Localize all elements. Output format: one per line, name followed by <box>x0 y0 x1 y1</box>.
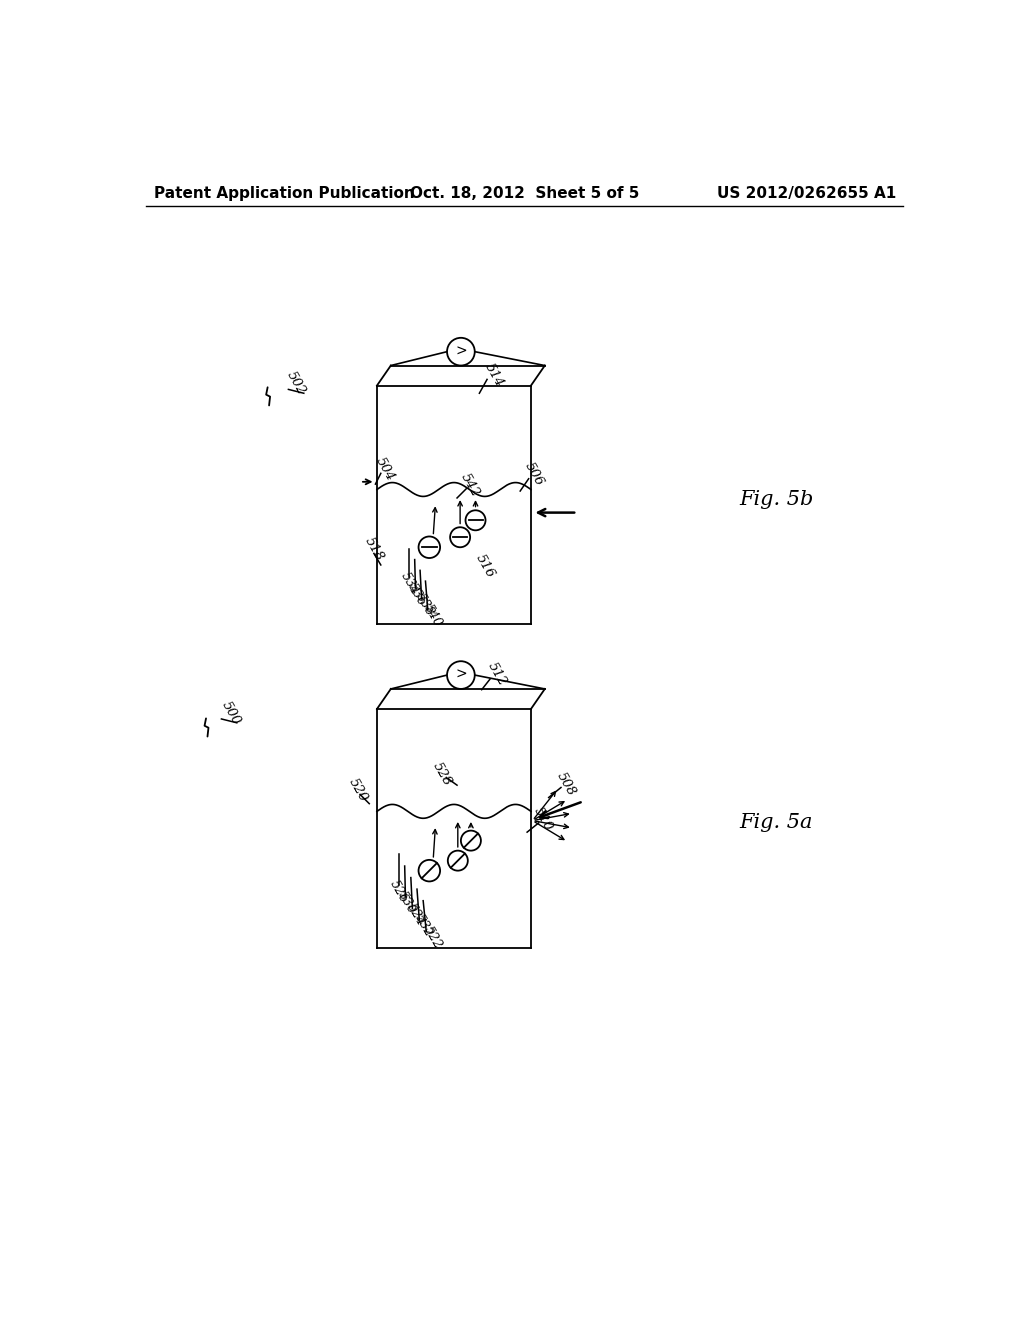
Text: 510: 510 <box>531 805 555 833</box>
Text: 530: 530 <box>395 890 419 916</box>
Text: 542: 542 <box>458 471 482 499</box>
Text: 520: 520 <box>346 776 370 804</box>
Text: 518: 518 <box>361 535 386 562</box>
Text: 524: 524 <box>403 900 427 928</box>
Text: >: > <box>455 345 467 359</box>
Text: 540: 540 <box>421 602 444 630</box>
Text: 522: 522 <box>421 924 444 952</box>
Text: Fig. 5a: Fig. 5a <box>739 813 812 833</box>
Text: 500: 500 <box>219 698 243 727</box>
Text: 504: 504 <box>373 454 396 483</box>
Text: 516: 516 <box>473 552 497 581</box>
Text: 502: 502 <box>285 370 308 397</box>
Text: 508: 508 <box>554 770 579 797</box>
Circle shape <box>447 661 475 689</box>
Text: 512: 512 <box>485 660 509 689</box>
Text: 506: 506 <box>522 459 546 488</box>
Text: 534: 534 <box>397 570 421 597</box>
Text: US 2012/0262655 A1: US 2012/0262655 A1 <box>717 186 896 201</box>
Text: 538: 538 <box>413 591 436 619</box>
Text: Patent Application Publication: Patent Application Publication <box>154 186 415 201</box>
Text: 514: 514 <box>482 362 506 389</box>
Text: Oct. 18, 2012  Sheet 5 of 5: Oct. 18, 2012 Sheet 5 of 5 <box>411 186 639 201</box>
Circle shape <box>447 338 475 366</box>
Text: >: > <box>455 668 467 682</box>
Text: 532: 532 <box>413 912 435 940</box>
Text: 536: 536 <box>406 581 429 609</box>
Text: 526: 526 <box>387 878 411 906</box>
Text: Fig. 5b: Fig. 5b <box>739 490 813 510</box>
Text: 528: 528 <box>430 760 455 788</box>
